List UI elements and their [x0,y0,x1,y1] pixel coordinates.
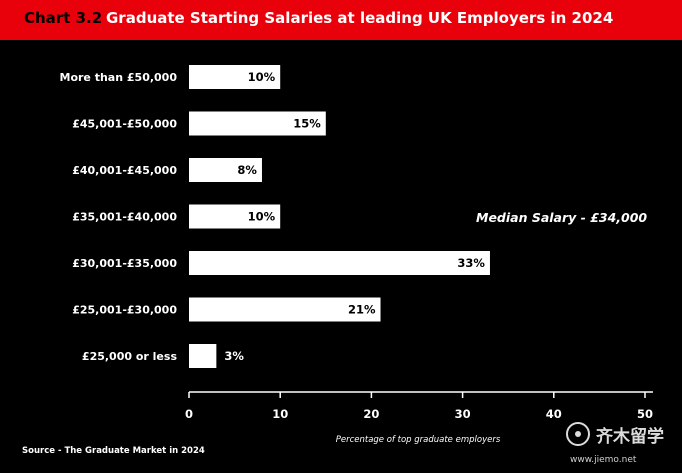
x-tick-label: 0 [185,407,193,421]
data-label: 8% [237,163,257,177]
bar [189,251,490,275]
median-annotation: Median Salary - £34,000 [476,210,647,225]
bars-layer: More than £50,000 10% £45,001-£50,000 15% £4… [60,65,490,368]
x-tick-label: 30 [455,407,471,421]
bar [189,297,381,322]
x-tick-label: 20 [363,407,379,421]
category-label: £40,001-£45,000 [72,164,177,177]
category-label: £35,001-£40,000 [72,211,177,224]
data-label: 3% [224,349,244,363]
x-tick-label: 40 [546,407,562,421]
data-label: 21% [348,303,376,317]
x-tick-label: 10 [272,407,288,421]
bar [189,65,281,89]
source-note: Source - The Graduate Market in 2024 [22,446,205,456]
bar [189,344,217,368]
category-label: £45,001-£50,000 [72,118,177,131]
data-label: 10% [248,210,276,224]
x-axis: 0 10 20 30 40 50 [185,391,653,421]
data-label: 33% [457,256,485,270]
bar [189,204,281,229]
chart-header: Chart 3.2 Graduate Starting Salaries at … [0,0,682,42]
category-label: £25,001-£30,000 [72,304,177,317]
data-label: 10% [248,70,276,84]
category-label: More than £50,000 [60,71,178,84]
watermark-brand: 齐木留学 [596,426,664,447]
bar [189,158,262,182]
chart-title: Graduate Starting Salaries at leading UK… [106,9,614,27]
watermark-logo-dot [575,431,581,437]
watermark: 齐木留学 www.jiemo.net [566,422,664,465]
x-axis-label: Percentage of top graduate employers [336,435,501,445]
data-label: 15% [293,117,321,131]
chart-number: Chart 3.2 [24,9,103,27]
x-tick-label: 50 [637,407,653,421]
watermark-logo-icon [566,422,590,446]
bar [189,111,326,136]
category-label: £30,001-£35,000 [72,257,177,270]
watermark-url: www.jiemo.net [570,455,637,465]
category-label: £25,000 or less [82,350,178,363]
